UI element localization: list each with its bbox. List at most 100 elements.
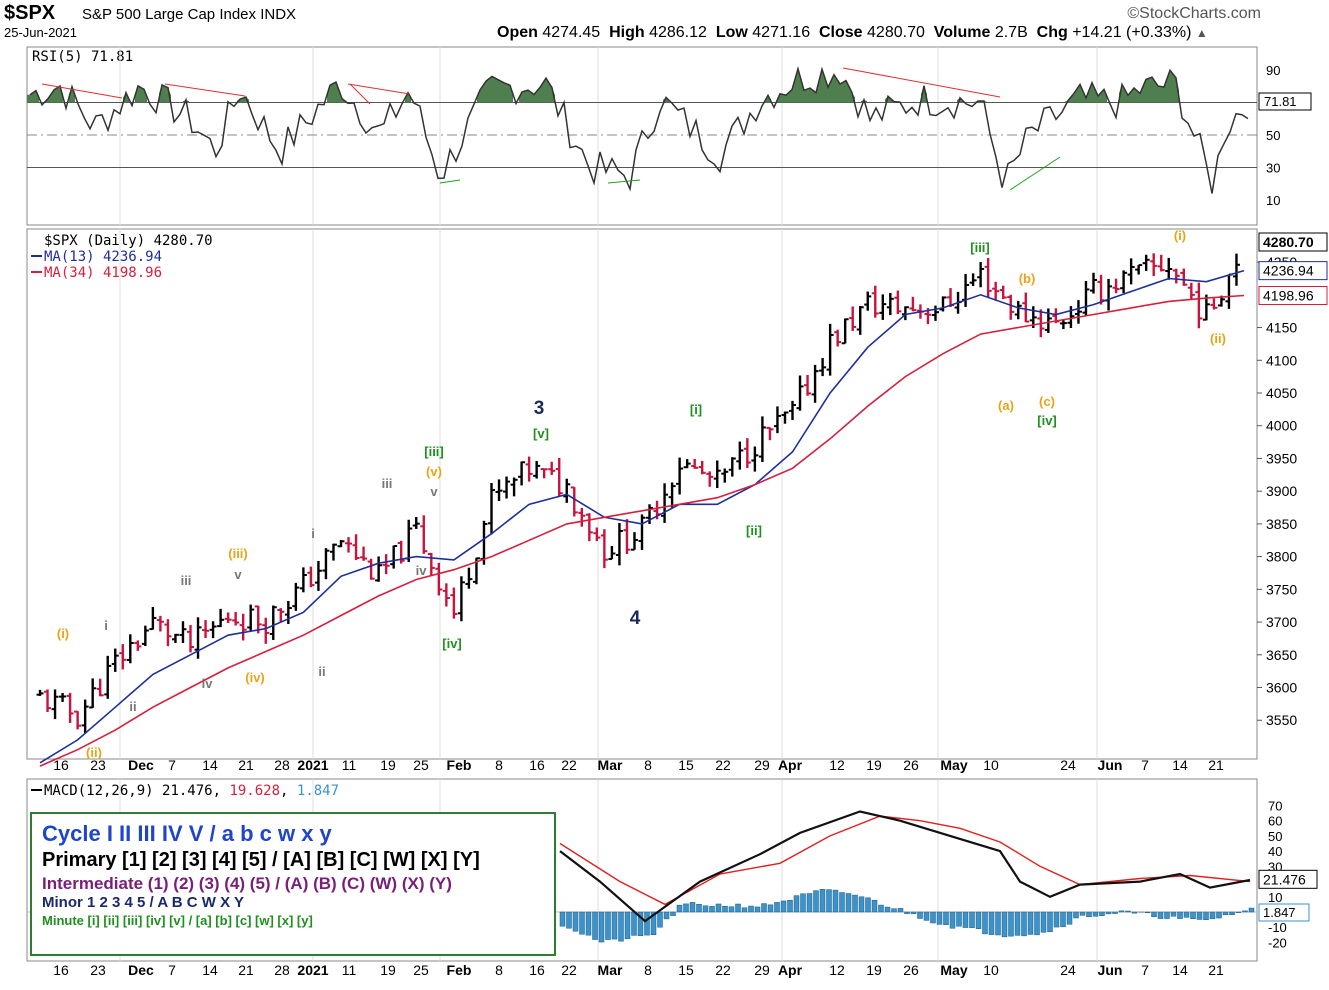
macd-histogram-bar [943, 911, 949, 926]
price-bar [44, 689, 52, 712]
macd-histogram-bar [709, 906, 715, 913]
brand-logo[interactable]: ©StockCharts.com [1127, 5, 1261, 22]
price-bar [465, 567, 473, 589]
macd-histogram-bar [858, 896, 865, 913]
x-tick-label: 15 [678, 757, 694, 773]
price-bar [841, 318, 849, 345]
price-bar [232, 611, 240, 626]
price-bar [1059, 319, 1067, 330]
x-tick-label: 14 [202, 757, 218, 773]
price-bar [164, 619, 172, 647]
wave-label: (b) [1019, 271, 1036, 286]
price-bar [1187, 282, 1195, 300]
x-tick-label: 2021 [297, 757, 328, 773]
x-tick-label: 29 [754, 962, 770, 978]
close-label: Close [819, 24, 863, 41]
macd-value-tag: 21.476 [1263, 871, 1306, 887]
open-label: Open [497, 24, 538, 41]
rsi-divergence-line [439, 179, 461, 184]
chart-marks: 16 16 23 23 Dec Dec 7 7 14 14 21 21 28 28 2021 2021 11 11… [27, 47, 1328, 978]
price-bar [488, 482, 495, 535]
x-tick-label: 16 [53, 757, 69, 773]
price-bar [36, 689, 44, 696]
low-label: Low [715, 24, 748, 41]
macd-histogram-bar [1183, 911, 1190, 918]
price-bar [525, 456, 533, 482]
price-bar [156, 615, 164, 632]
macd-histogram-bar [559, 911, 566, 927]
x-tick-label: 22 [715, 962, 731, 978]
price-bar [96, 678, 104, 697]
macd-histogram-bar [1209, 911, 1216, 920]
macd-histogram-bar [988, 911, 995, 935]
x-tick-label: 22 [561, 962, 577, 978]
x-tick-label: 22 [715, 757, 731, 773]
price-bar [743, 438, 751, 469]
macd-histogram-bar [598, 911, 605, 943]
macd-histogram-bar [1079, 911, 1086, 916]
price-bar [510, 477, 518, 497]
price-bar [540, 468, 548, 479]
price-bar [992, 281, 1000, 301]
chg-label: Chg [1036, 24, 1068, 41]
price-bar [367, 558, 375, 580]
price-bar [149, 606, 157, 631]
price-bar [1074, 300, 1082, 324]
price-bar [179, 621, 187, 643]
macd-histogram-bar [1066, 911, 1073, 925]
macd-histogram-bar [1144, 911, 1151, 913]
wave-label: v [234, 567, 242, 582]
price-bar [600, 529, 608, 569]
macd-histogram-bar [1047, 911, 1053, 932]
x-tick-label: 23 [90, 757, 106, 773]
price-tick-label: 4000 [1266, 418, 1297, 434]
rsi-divergence-line [347, 83, 411, 95]
macd-histogram-bar [995, 911, 1001, 936]
rsi-panel: RSI(5) 71.81 [26, 46, 1258, 226]
ma13-label: MA(13) 4236.94 [44, 249, 162, 265]
chg-value: +14.21 (+0.33%) [1072, 24, 1192, 41]
price-bar [269, 605, 277, 640]
wave-label: (v) [426, 464, 442, 479]
x-tick-label: 26 [903, 962, 919, 978]
macd-histogram-bar [676, 904, 683, 913]
x-tick-label: 24 [1060, 757, 1076, 773]
x-tick-label: 7 [1141, 757, 1149, 773]
wave-label: (iii) [228, 546, 248, 561]
x-tick-label: Apr [778, 757, 803, 773]
price-bar [668, 482, 676, 508]
price-bar [503, 476, 511, 499]
macd-histogram-bar [650, 911, 657, 935]
price-bar [1232, 253, 1240, 286]
macd-histogram-bar [787, 899, 793, 913]
macd-label: MACD(12,26,9) 21.476, 19.628, 1.847 [44, 783, 339, 799]
rsi-overbought-fill [27, 68, 1179, 103]
price-bar [420, 515, 428, 554]
macd-histogram-bar [949, 911, 956, 929]
price-bar [224, 612, 232, 623]
price-bar [894, 290, 902, 314]
macd-value-tag-box [1258, 869, 1318, 889]
macd-histogram-bar [813, 890, 819, 913]
price-tick-label: 3550 [1266, 712, 1297, 728]
macd-histogram-bar [1203, 911, 1209, 921]
x-tick-label: 15 [678, 962, 694, 978]
x-tick-label: 19 [866, 757, 882, 773]
price-panel: $SPX (Daily) 4280.70 MA(13) 4236.94 MA(3… [26, 228, 1258, 760]
x-tick-label: Feb [447, 757, 472, 773]
macd-histogram-bar [910, 911, 917, 915]
macd-histogram-bar [1027, 911, 1034, 935]
macd-histogram-bar [969, 911, 975, 928]
macd-tick-label: 40 [1268, 844, 1282, 859]
quote-summary: Open 4274.45 High 4286.12 Low 4271.16 Cl… [497, 24, 1208, 42]
price-bar [141, 625, 149, 647]
macd-histogram-bar [1190, 911, 1196, 919]
x-tick-label: Dec [128, 962, 154, 978]
macd-histogram-bar [878, 904, 884, 913]
price-bar [126, 634, 134, 664]
wave-label: (ii) [86, 745, 102, 760]
wave-label: [iii] [424, 444, 444, 459]
x-tick-label: 14 [1172, 757, 1188, 773]
price-bar [345, 537, 353, 553]
macd-histogram-bar [1164, 911, 1170, 919]
